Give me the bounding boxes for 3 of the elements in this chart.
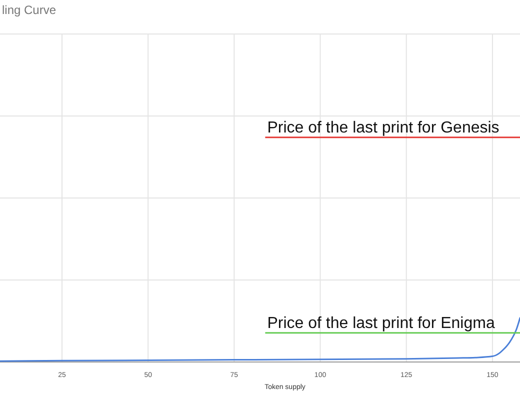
- ref-line-label: Price of the last print for Enigma: [267, 314, 495, 332]
- chart-title: ling Curve: [2, 3, 56, 17]
- ref-line-label: Price of the last print for Genesis: [267, 119, 500, 136]
